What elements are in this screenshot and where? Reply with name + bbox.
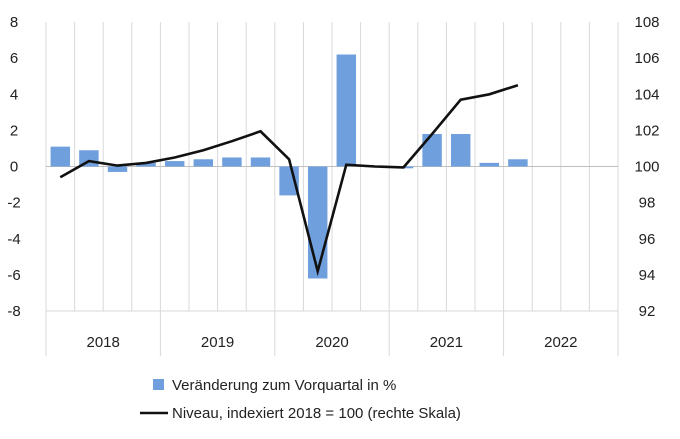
legend: Veränderung zum Vorquartal in % Niveau, … [140,377,461,422]
y-right-tick-label: 100 [634,159,659,176]
x-year-label: 2019 [201,334,234,351]
y-right-tick-label: 108 [634,14,659,31]
bar-2018-Q4 [136,162,156,167]
y-right-tick-label: 102 [634,122,659,139]
x-year-label: 2022 [544,334,577,351]
y-left-tick-label: -8 [7,303,20,320]
y-left-tick-label: -2 [7,195,20,212]
x-year-label: 2018 [87,334,120,351]
y-right-tick-label: 96 [639,231,656,248]
legend-label-line: Niveau, indexiert 2018 = 100 (rechte Ska… [172,405,461,422]
x-year-label: 2021 [430,334,463,351]
bar-2020-Q3 [336,54,357,167]
x-year-label: 2020 [315,334,348,351]
y-right-tick-label: 98 [639,195,656,212]
bar-2021-Q4 [479,162,500,167]
bar-2020-Q2 [307,166,328,279]
y-left-tick-label: 8 [10,14,18,31]
y-right-tick-label: 94 [639,267,656,284]
bar-2019-Q2 [193,159,214,167]
bar-2021-Q3 [450,133,471,167]
bar-2018-Q1 [50,146,71,167]
gridlines [45,22,619,356]
y-left-tick-label: -6 [7,267,20,284]
bar-series [50,54,528,279]
y-left-tick-label: 6 [10,50,18,67]
line-series [59,83,519,277]
bar-2018-Q3 [107,166,128,172]
y-left-tick-label: -4 [7,231,20,248]
y-left-tick-label: 4 [10,86,18,103]
bar-2019-Q1 [164,161,185,167]
bar-2019-Q4 [250,157,271,167]
y-right-tick-label: 106 [634,50,659,67]
bar-2022-Q1 [508,159,528,167]
bar-2019-Q3 [222,157,242,167]
legend-swatch-bar [153,379,164,390]
legend-label-bar: Veränderung zum Vorquartal in % [172,377,396,394]
y-right-tick-label: 92 [639,303,656,320]
y-left-tick-label: 0 [10,159,18,176]
bar-2021-Q2 [422,133,442,167]
axes: -8 -6 -4 -2 0 2 4 6 8 92 94 96 98 100 102 104 106 108 2018… [7,14,659,351]
line-niveau [59,83,519,277]
y-right-tick-label: 104 [634,86,659,103]
y-left-tick-label: 2 [10,122,18,139]
